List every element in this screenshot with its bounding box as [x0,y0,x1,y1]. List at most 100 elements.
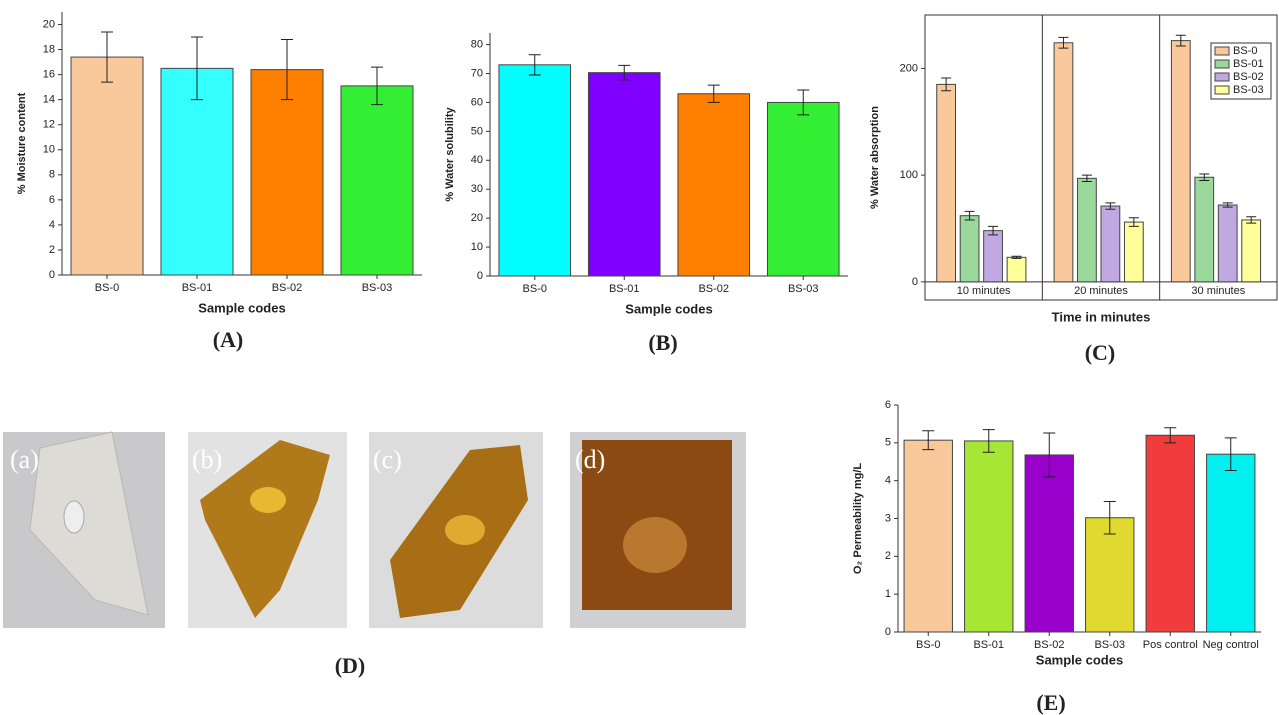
error-bar [1246,216,1257,224]
x-tick-label: BS-01 [609,283,640,295]
y-tick-label: 0 [477,270,483,282]
y-tick-label: 8 [49,169,55,181]
bar [1194,176,1215,283]
x-tick-label: 10 minutes [957,285,1011,297]
panel-caption: (C) [1085,340,1116,365]
y-tick-label: 10 [43,144,55,156]
photo-label: (b) [192,445,222,474]
bar [677,93,751,277]
y-tick-label: 20 [43,18,55,30]
error-bar [707,84,720,103]
bar [936,83,957,283]
error-bar [101,31,113,83]
bar [250,69,324,276]
y-axis-title: O₂ Permeability mg/L [852,463,864,575]
y-axis-title: % Moisture content [16,92,28,194]
error-bar [1081,174,1092,183]
error-bar [528,54,541,76]
y-tick-label: 12 [43,119,55,131]
y-tick-label: 20 [471,212,483,224]
legend-swatch [1214,85,1230,95]
y-tick-label: 10 [471,241,483,253]
bar [766,101,840,277]
legend-label: BS-01 [1233,58,1264,70]
y-tick-label: 5 [885,437,891,449]
bar [1206,453,1256,633]
x-tick-label: BS-0 [95,282,119,294]
x-tick-label: BS-01 [182,282,213,294]
error-bar [941,77,952,92]
error-bar [1128,217,1139,227]
legend-label: BS-03 [1233,84,1264,96]
bar [1053,42,1074,283]
error-bar [982,429,995,453]
y-tick-label: 200 [900,62,918,74]
legend-swatch [1214,72,1230,82]
bar [1123,221,1144,283]
y-axis-title: % Water absorption [869,106,881,209]
x-tick-label: BS-0 [916,639,940,651]
photo-label: (d) [575,445,605,474]
x-axis-title: Sample codes [625,301,712,316]
y-tick-label: 70 [471,67,483,79]
error-bar [964,210,975,221]
error-bar [371,66,383,106]
error-bar [1043,432,1056,478]
y-tick-label: 6 [885,399,891,411]
bar [964,440,1014,633]
error-bar [618,64,631,81]
y-tick-label: 0 [912,276,918,288]
legend-swatch [1214,59,1230,69]
y-tick-label: 0 [49,269,55,281]
error-bar [1164,427,1177,444]
bar [587,72,661,277]
y-tick-label: 14 [43,94,55,106]
photo-panel: (a) (b) (c) (d) (D) [3,431,746,678]
error-bar [1103,500,1116,535]
x-axis-title: Sample codes [1036,652,1123,667]
x-tick-label: Pos control [1143,639,1198,651]
drop [63,500,85,534]
film [29,431,149,616]
drop [623,517,687,573]
bar [498,64,572,277]
bar [983,230,1003,283]
legend-swatch [1214,46,1230,56]
y-tick-label: 0 [885,626,891,638]
error-bar [1105,202,1116,210]
y-tick-label: 2 [885,550,891,562]
film [200,440,330,618]
x-tick-label: BS-02 [698,283,729,295]
error-bar [1199,173,1210,181]
error-bar [1224,437,1237,471]
y-tick-label: 100 [900,169,918,181]
bar [70,56,144,276]
x-axis-title: Time in minutes [1052,309,1151,324]
x-tick-label: BS-03 [788,283,819,295]
error-bar [281,39,293,101]
bar [959,215,980,283]
y-tick-label: 40 [471,154,483,166]
y-tick-label: 1 [885,588,891,600]
y-tick-label: 30 [471,183,483,195]
panel-caption: (D) [335,653,366,678]
error-bar [1011,255,1022,259]
error-bar [922,430,935,451]
bar [1217,204,1238,283]
y-tick-label: 4 [49,219,55,231]
y-tick-label: 2 [49,244,55,256]
y-tick-label: 60 [471,96,483,108]
x-tick-label: BS-01 [973,639,1004,651]
y-tick-label: 50 [471,125,483,137]
drop [445,515,485,545]
bar [340,85,414,276]
bar [1085,517,1135,633]
bar [1024,454,1074,633]
photo-label: (a) [10,445,39,474]
x-tick-label: BS-0 [523,283,547,295]
error-bar [1058,36,1069,49]
y-tick-label: 3 [885,512,891,524]
y-tick-label: 16 [43,69,55,81]
panel-caption: (E) [1036,690,1065,715]
